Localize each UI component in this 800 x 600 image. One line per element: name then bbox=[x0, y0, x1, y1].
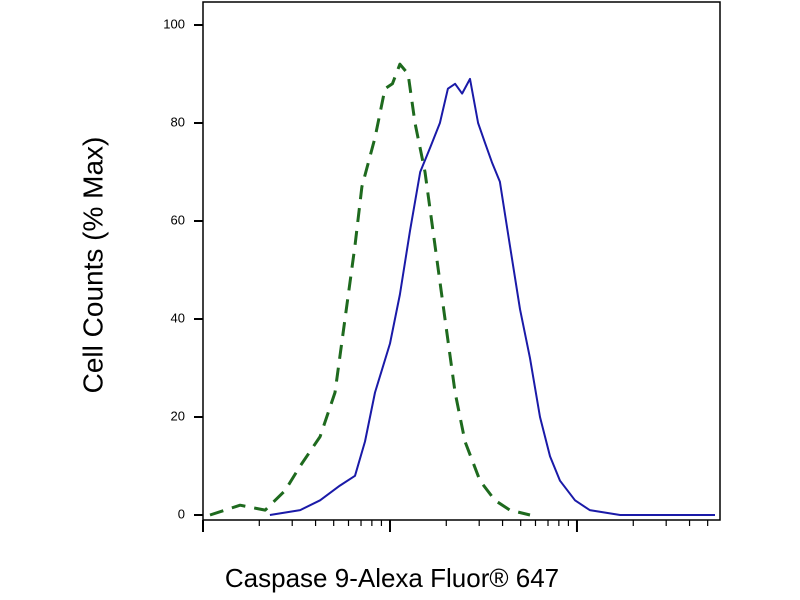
histogram-line bbox=[209, 62, 531, 517]
y-tick-label: 80 bbox=[171, 114, 185, 129]
y-tick-label: 100 bbox=[163, 16, 185, 31]
y-tick-label: 40 bbox=[171, 310, 185, 325]
y-tick-label: 60 bbox=[171, 212, 185, 227]
plot-frame bbox=[202, 1, 721, 521]
x-axis-label: Caspase 9-Alexa Fluor® 647 bbox=[225, 563, 559, 593]
y-axis-label: Cell Counts (% Max) bbox=[77, 137, 108, 394]
y-tick-label: 20 bbox=[171, 408, 185, 423]
y-tick-label: 0 bbox=[178, 506, 185, 521]
histogram-line bbox=[269, 77, 715, 516]
